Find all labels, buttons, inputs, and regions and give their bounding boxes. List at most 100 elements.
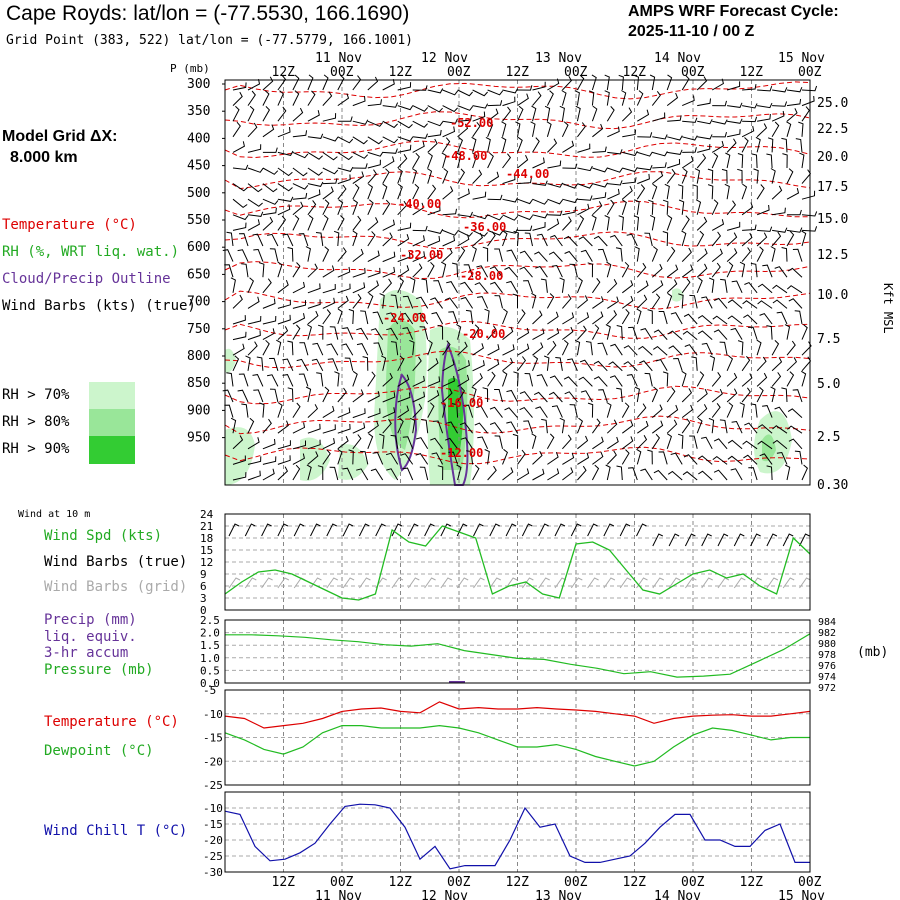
wind-barb xyxy=(618,74,624,91)
wind-barb xyxy=(333,230,340,247)
wind-barb xyxy=(322,74,329,91)
wind-barb xyxy=(382,120,398,129)
wind-barb xyxy=(277,261,283,278)
wind-barb xyxy=(682,95,695,107)
wind-barb xyxy=(472,324,480,340)
dewpoint-line xyxy=(224,724,810,767)
wind-barb xyxy=(448,451,459,465)
sfc-wind-barb xyxy=(636,523,647,537)
wind-barb xyxy=(382,407,396,419)
wind-barb xyxy=(352,183,360,200)
wind-barb xyxy=(337,295,349,309)
wind-barb xyxy=(472,191,487,200)
wind-barb xyxy=(322,386,330,403)
legend-temperature: Temperature (°C) xyxy=(2,217,137,233)
wind-barb xyxy=(247,341,258,356)
wind-barb xyxy=(412,202,425,216)
wind-barb xyxy=(787,408,803,418)
wind-barb xyxy=(713,438,728,450)
wind-barb xyxy=(397,405,410,419)
wind-barb xyxy=(247,144,262,153)
wind-barb xyxy=(711,219,725,231)
wind-barb xyxy=(502,214,518,221)
wind-barb xyxy=(232,355,240,372)
sfc-wind-barb xyxy=(342,523,354,537)
wind-barb xyxy=(341,343,354,356)
kft-axis-label: Kft MSL xyxy=(881,283,895,334)
sfc-grid-barb xyxy=(619,577,632,589)
wind-barb xyxy=(563,376,578,387)
wind-barb xyxy=(247,211,264,217)
wind-barb xyxy=(711,389,723,403)
wind-barb xyxy=(681,404,694,418)
windchill-ytick--20: -20 xyxy=(203,834,223,847)
wind-barb xyxy=(744,281,758,294)
wind-barb xyxy=(307,90,316,106)
wind-barb xyxy=(322,438,336,450)
wind-barb xyxy=(397,144,412,153)
wind-barb xyxy=(419,326,429,340)
wind-barb xyxy=(457,115,472,122)
wind-barb xyxy=(700,436,713,450)
sfc-grid-barb xyxy=(733,577,746,589)
wind-barb xyxy=(709,277,715,293)
wind-barb xyxy=(494,389,503,403)
wind-barb xyxy=(727,315,743,325)
wind-barb xyxy=(222,249,234,262)
wind-barb xyxy=(382,232,393,247)
wind-barb xyxy=(651,433,661,450)
wind-barb xyxy=(367,408,381,419)
chart-title: Cape Royds: lat/lon = (-77.5530, 166.169… xyxy=(6,2,410,25)
wind-barb xyxy=(402,327,414,340)
wind-barb xyxy=(307,263,318,278)
wind-barb xyxy=(772,439,788,450)
wind-barb xyxy=(578,236,593,247)
wind-barb xyxy=(292,324,301,340)
wind-barb xyxy=(352,408,366,419)
wind-barb xyxy=(460,296,474,309)
wind-barb xyxy=(442,229,459,236)
wind-barb xyxy=(487,108,499,122)
wind-barb xyxy=(651,246,658,262)
precip-ytick-0.0: 0.0 xyxy=(200,677,220,690)
wind-barb xyxy=(232,315,246,325)
wind-barb xyxy=(531,105,537,122)
wind-barb xyxy=(489,406,503,418)
wind-barb xyxy=(352,230,358,247)
wind-barb xyxy=(362,356,369,371)
wind-barb xyxy=(623,361,638,372)
wind-barb xyxy=(637,420,649,434)
wind-barb xyxy=(536,374,548,387)
top-date-label-0: 11 Nov xyxy=(315,51,362,66)
wind-barb xyxy=(441,152,447,169)
wind-barb xyxy=(474,422,488,434)
wind-barb xyxy=(337,215,345,231)
wind-barb xyxy=(667,158,681,169)
wind-barb xyxy=(352,293,362,309)
precip-ytick-0.5: 0.5 xyxy=(200,664,220,677)
wind-barb xyxy=(397,222,412,231)
wind-barb xyxy=(591,214,597,231)
wind-barb xyxy=(731,280,743,294)
wind-barb xyxy=(487,100,503,107)
wind-barb xyxy=(652,162,667,169)
wind-barb xyxy=(253,248,264,262)
wind-barb xyxy=(564,250,578,262)
wind-barb xyxy=(489,422,503,434)
wind-barb xyxy=(379,293,385,309)
wind-barb xyxy=(397,417,404,434)
wind-barb xyxy=(433,420,444,434)
wind-barb xyxy=(306,324,312,340)
wind-barb xyxy=(696,76,708,91)
wind-barb xyxy=(689,435,698,449)
wind-barb xyxy=(591,324,600,340)
temp-contour-label-0: -52.00 xyxy=(450,116,493,130)
wind-barb xyxy=(412,225,428,232)
wind-barb xyxy=(726,200,737,216)
wind-barb xyxy=(534,251,548,262)
precip-ytick-2.5: 2.5 xyxy=(200,614,220,627)
wind-barb xyxy=(547,327,560,341)
wind-barb xyxy=(756,246,764,262)
wind-barb xyxy=(636,184,646,200)
wind-barb xyxy=(337,174,351,185)
